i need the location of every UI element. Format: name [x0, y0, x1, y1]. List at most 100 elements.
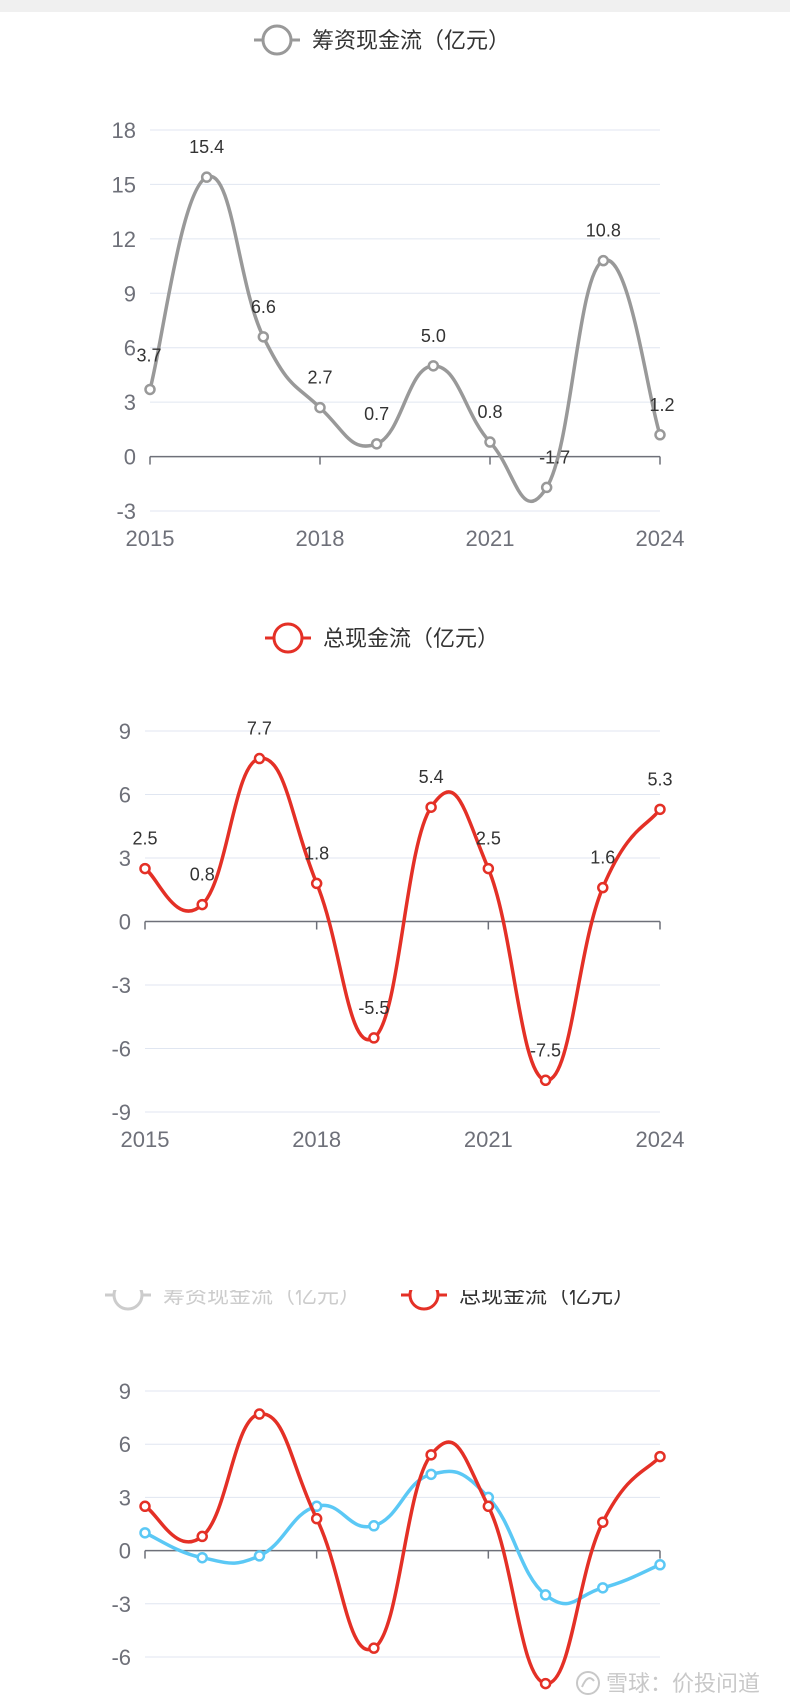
- data-point[interactable]: [139, 862, 151, 875]
- data-label: 2.5: [132, 829, 157, 849]
- data-label: 3.7: [136, 345, 161, 365]
- data-point[interactable]: [482, 862, 495, 875]
- y-tick-label: 12: [112, 227, 136, 252]
- data-label: -5.5: [358, 998, 389, 1018]
- y-tick-label: -9: [111, 1100, 131, 1125]
- x-tick-label: 2015: [121, 1127, 170, 1152]
- data-label: 5.4: [419, 767, 444, 787]
- y-tick-label: -6: [111, 1645, 131, 1670]
- y-tick-label: 3: [119, 1485, 131, 1510]
- data-point[interactable]: [368, 1520, 380, 1532]
- legend-label: 筹资现金流（亿元）: [312, 29, 510, 54]
- data-point[interactable]: [540, 481, 553, 494]
- data-point[interactable]: [310, 877, 323, 890]
- data-point[interactable]: [597, 881, 609, 894]
- data-point[interactable]: [427, 360, 440, 372]
- legend-circle-icon: [272, 622, 304, 654]
- series-line-0: [143, 1469, 662, 1606]
- data-point[interactable]: [597, 1516, 609, 1528]
- data-point[interactable]: [425, 1449, 437, 1461]
- data-label: 5.0: [421, 326, 446, 346]
- data-point[interactable]: [253, 1550, 266, 1562]
- data-point[interactable]: [200, 171, 213, 183]
- legend-circle-icon: [408, 1290, 440, 1311]
- x-tick-label: 2024: [636, 526, 685, 551]
- y-tick-label: 9: [124, 281, 136, 306]
- data-label: 6.6: [251, 297, 276, 317]
- x-tick-label: 2018: [292, 1127, 341, 1152]
- data-point[interactable]: [597, 1582, 609, 1594]
- y-tick-label: 6: [119, 783, 131, 808]
- data-point[interactable]: [370, 438, 383, 450]
- y-tick-label: 15: [112, 172, 136, 197]
- data-point[interactable]: [196, 1551, 208, 1564]
- series-line-0: [148, 174, 662, 504]
- data-point[interactable]: [482, 1500, 495, 1513]
- data-label: 10.8: [586, 221, 621, 241]
- y-tick-label: 0: [119, 1539, 131, 1564]
- y-tick-label: 6: [124, 336, 136, 361]
- total-cashflow-chart: 总现金流（亿元） -9 -6 -3 0 3 6 9 2015 2018 2021 2024 2.5 0.8…: [111, 622, 684, 1152]
- y-tick-label: 0: [119, 910, 131, 935]
- data-point[interactable]: [654, 1559, 666, 1571]
- legend-label: 投资现金流（亿元）: [459, 1228, 657, 1253]
- data-point[interactable]: [597, 254, 610, 267]
- legend-item-3[interactable]: 总现金流（亿元）: [401, 1281, 635, 1311]
- data-label: 5.3: [647, 769, 672, 789]
- data-label: 1.2: [649, 395, 674, 415]
- y-tick-label: 9: [119, 719, 131, 744]
- legend-circle-icon: [114, 1225, 142, 1253]
- data-label: 7.7: [247, 719, 272, 739]
- series-line-0: [143, 756, 662, 1083]
- data-point[interactable]: [368, 1642, 380, 1654]
- data-point[interactable]: [425, 801, 437, 813]
- legend-item-1[interactable]: 投资现金流（亿元）: [401, 1225, 657, 1253]
- legend-label: 筹资现金流（亿元）: [163, 1284, 361, 1309]
- data-point[interactable]: [314, 401, 326, 414]
- data-point[interactable]: [539, 1677, 552, 1690]
- data-point[interactable]: [425, 1468, 437, 1481]
- series-line-1: [143, 1412, 662, 1686]
- watermark-text: 雪球：价投问道: [606, 1672, 760, 1697]
- y-tick-label: 3: [119, 846, 131, 871]
- data-point[interactable]: [144, 383, 156, 396]
- data-point[interactable]: [196, 898, 208, 911]
- legend-item-0[interactable]: 总现金流（亿元）: [265, 622, 499, 654]
- legend-circle-icon: [410, 1225, 438, 1253]
- data-point[interactable]: [539, 1589, 552, 1601]
- x-tick-label: 2018: [296, 526, 345, 551]
- data-point[interactable]: [257, 331, 270, 343]
- legend-circle-icon: [112, 1290, 144, 1311]
- legend-item-0[interactable]: 经营现金流（亿元）: [105, 1225, 361, 1253]
- y-tick-label: 0: [124, 445, 136, 470]
- y-tick-label: 18: [112, 118, 136, 143]
- data-point[interactable]: [654, 1450, 666, 1463]
- legend-item-0[interactable]: 筹资现金流（亿元）: [254, 24, 510, 56]
- legend-item-2[interactable]: 筹资现金流（亿元）: [105, 1281, 361, 1311]
- snowball-logo-icon: [576, 1671, 600, 1695]
- data-point[interactable]: [368, 1032, 380, 1044]
- data-point[interactable]: [310, 1512, 323, 1525]
- top-bar: [0, 0, 790, 12]
- data-label: 0.7: [364, 404, 389, 424]
- data-label: 2.5: [476, 829, 501, 849]
- data-point[interactable]: [196, 1530, 208, 1543]
- data-point[interactable]: [253, 752, 266, 765]
- data-label: 0.8: [190, 865, 215, 885]
- data-label: 1.8: [304, 843, 329, 863]
- data-point[interactable]: [139, 1500, 151, 1513]
- combined-cashflow-chart: 经营现金流（亿元） 投资现金流（亿元） 筹资现金流（亿元） 总现金流（亿元） -6 -3 0…: [105, 1225, 666, 1690]
- data-point[interactable]: [539, 1074, 552, 1086]
- data-label: 0.8: [477, 402, 502, 422]
- data-point[interactable]: [654, 803, 666, 816]
- data-label: 1.6: [590, 848, 615, 868]
- x-tick-label: 2021: [464, 1127, 513, 1152]
- data-point[interactable]: [484, 436, 496, 448]
- y-tick-label: -3: [111, 1592, 131, 1617]
- y-tick-label: 3: [124, 390, 136, 415]
- data-point[interactable]: [654, 429, 666, 441]
- data-point[interactable]: [139, 1527, 151, 1539]
- y-tick-label: 6: [119, 1432, 131, 1457]
- data-point[interactable]: [253, 1408, 266, 1420]
- data-label: 2.7: [307, 368, 332, 388]
